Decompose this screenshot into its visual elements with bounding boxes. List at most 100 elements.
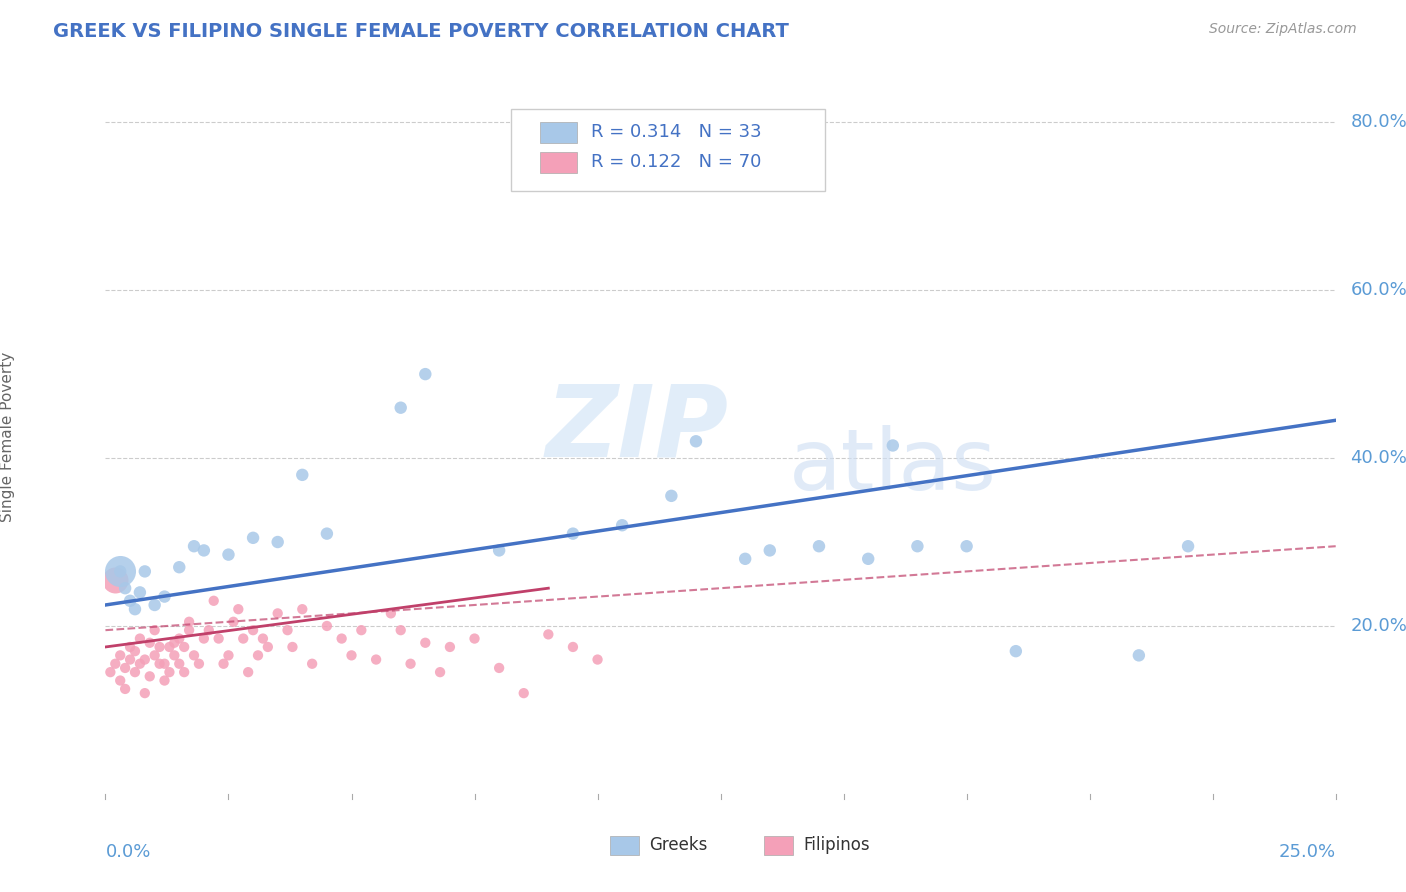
Point	[114, 681, 136, 696]
Text: 40.0%: 40.0%	[1350, 449, 1406, 467]
Point	[143, 623, 166, 637]
Point	[134, 652, 156, 666]
Point	[120, 652, 141, 666]
Point	[179, 623, 201, 637]
Point	[208, 632, 231, 646]
Point	[882, 438, 904, 452]
Point	[169, 560, 191, 574]
Point	[267, 535, 290, 549]
Point	[366, 652, 388, 666]
Point	[104, 573, 127, 587]
Point	[350, 623, 373, 637]
Point	[153, 657, 176, 671]
Point	[169, 657, 191, 671]
Text: 60.0%: 60.0%	[1350, 281, 1406, 299]
Point	[734, 551, 756, 566]
Point	[315, 619, 337, 633]
Point	[488, 661, 510, 675]
Point	[907, 539, 929, 553]
Point	[120, 640, 141, 654]
Point	[610, 518, 633, 533]
Point	[242, 531, 264, 545]
Point	[236, 665, 259, 680]
Point	[389, 401, 412, 415]
Point	[110, 648, 132, 663]
Point	[807, 539, 830, 553]
Point	[212, 657, 235, 671]
Point	[315, 526, 337, 541]
Point	[143, 598, 166, 612]
Point	[247, 648, 270, 663]
Point	[228, 602, 250, 616]
Point	[124, 665, 146, 680]
Point	[129, 657, 152, 671]
Text: 25.0%: 25.0%	[1278, 843, 1336, 861]
Point	[110, 673, 132, 688]
Point	[413, 636, 436, 650]
Point	[114, 661, 136, 675]
Text: R = 0.122   N = 70: R = 0.122 N = 70	[592, 153, 762, 171]
Text: Single Female Poverty: Single Female Poverty	[0, 352, 14, 522]
Point	[163, 636, 186, 650]
Point	[330, 632, 353, 646]
Point	[488, 543, 510, 558]
Point	[291, 602, 314, 616]
Point	[138, 669, 162, 683]
Point	[281, 640, 304, 654]
Point	[956, 539, 979, 553]
Point	[218, 548, 240, 562]
Point	[291, 467, 314, 482]
Point	[173, 640, 195, 654]
FancyBboxPatch shape	[512, 109, 825, 191]
Point	[124, 644, 146, 658]
Point	[562, 640, 585, 654]
Point	[858, 551, 880, 566]
Point	[464, 632, 486, 646]
Point	[586, 652, 609, 666]
Point	[429, 665, 451, 680]
Point	[218, 648, 240, 663]
Text: ZIP: ZIP	[546, 380, 728, 477]
Point	[340, 648, 363, 663]
Point	[222, 615, 245, 629]
Point	[562, 526, 585, 541]
Point	[134, 565, 156, 579]
Text: 20.0%: 20.0%	[1350, 617, 1406, 635]
Text: 80.0%: 80.0%	[1350, 113, 1406, 131]
Text: Greeks: Greeks	[650, 837, 707, 855]
Point	[439, 640, 461, 654]
Point	[134, 686, 156, 700]
FancyBboxPatch shape	[610, 836, 640, 855]
Point	[197, 623, 219, 637]
Point	[114, 581, 136, 595]
Point	[252, 632, 274, 646]
Point	[537, 627, 560, 641]
Point	[513, 686, 536, 700]
Point	[242, 623, 264, 637]
Point	[129, 585, 152, 599]
Point	[173, 665, 195, 680]
Point	[159, 640, 180, 654]
Text: Source: ZipAtlas.com: Source: ZipAtlas.com	[1209, 22, 1357, 37]
Point	[202, 594, 225, 608]
Point	[183, 648, 205, 663]
Point	[169, 632, 191, 646]
Text: R = 0.314   N = 33: R = 0.314 N = 33	[592, 123, 762, 141]
Point	[110, 565, 132, 579]
FancyBboxPatch shape	[540, 121, 576, 143]
Point	[380, 607, 402, 621]
Point	[413, 367, 436, 381]
Point	[183, 539, 205, 553]
Point	[1128, 648, 1150, 663]
FancyBboxPatch shape	[540, 152, 576, 173]
Point	[193, 632, 215, 646]
Point	[104, 657, 127, 671]
Point	[232, 632, 254, 646]
Point	[257, 640, 280, 654]
Point	[153, 673, 176, 688]
Point	[267, 607, 290, 621]
Point	[129, 632, 152, 646]
Point	[759, 543, 782, 558]
Point	[159, 665, 180, 680]
Point	[276, 623, 298, 637]
